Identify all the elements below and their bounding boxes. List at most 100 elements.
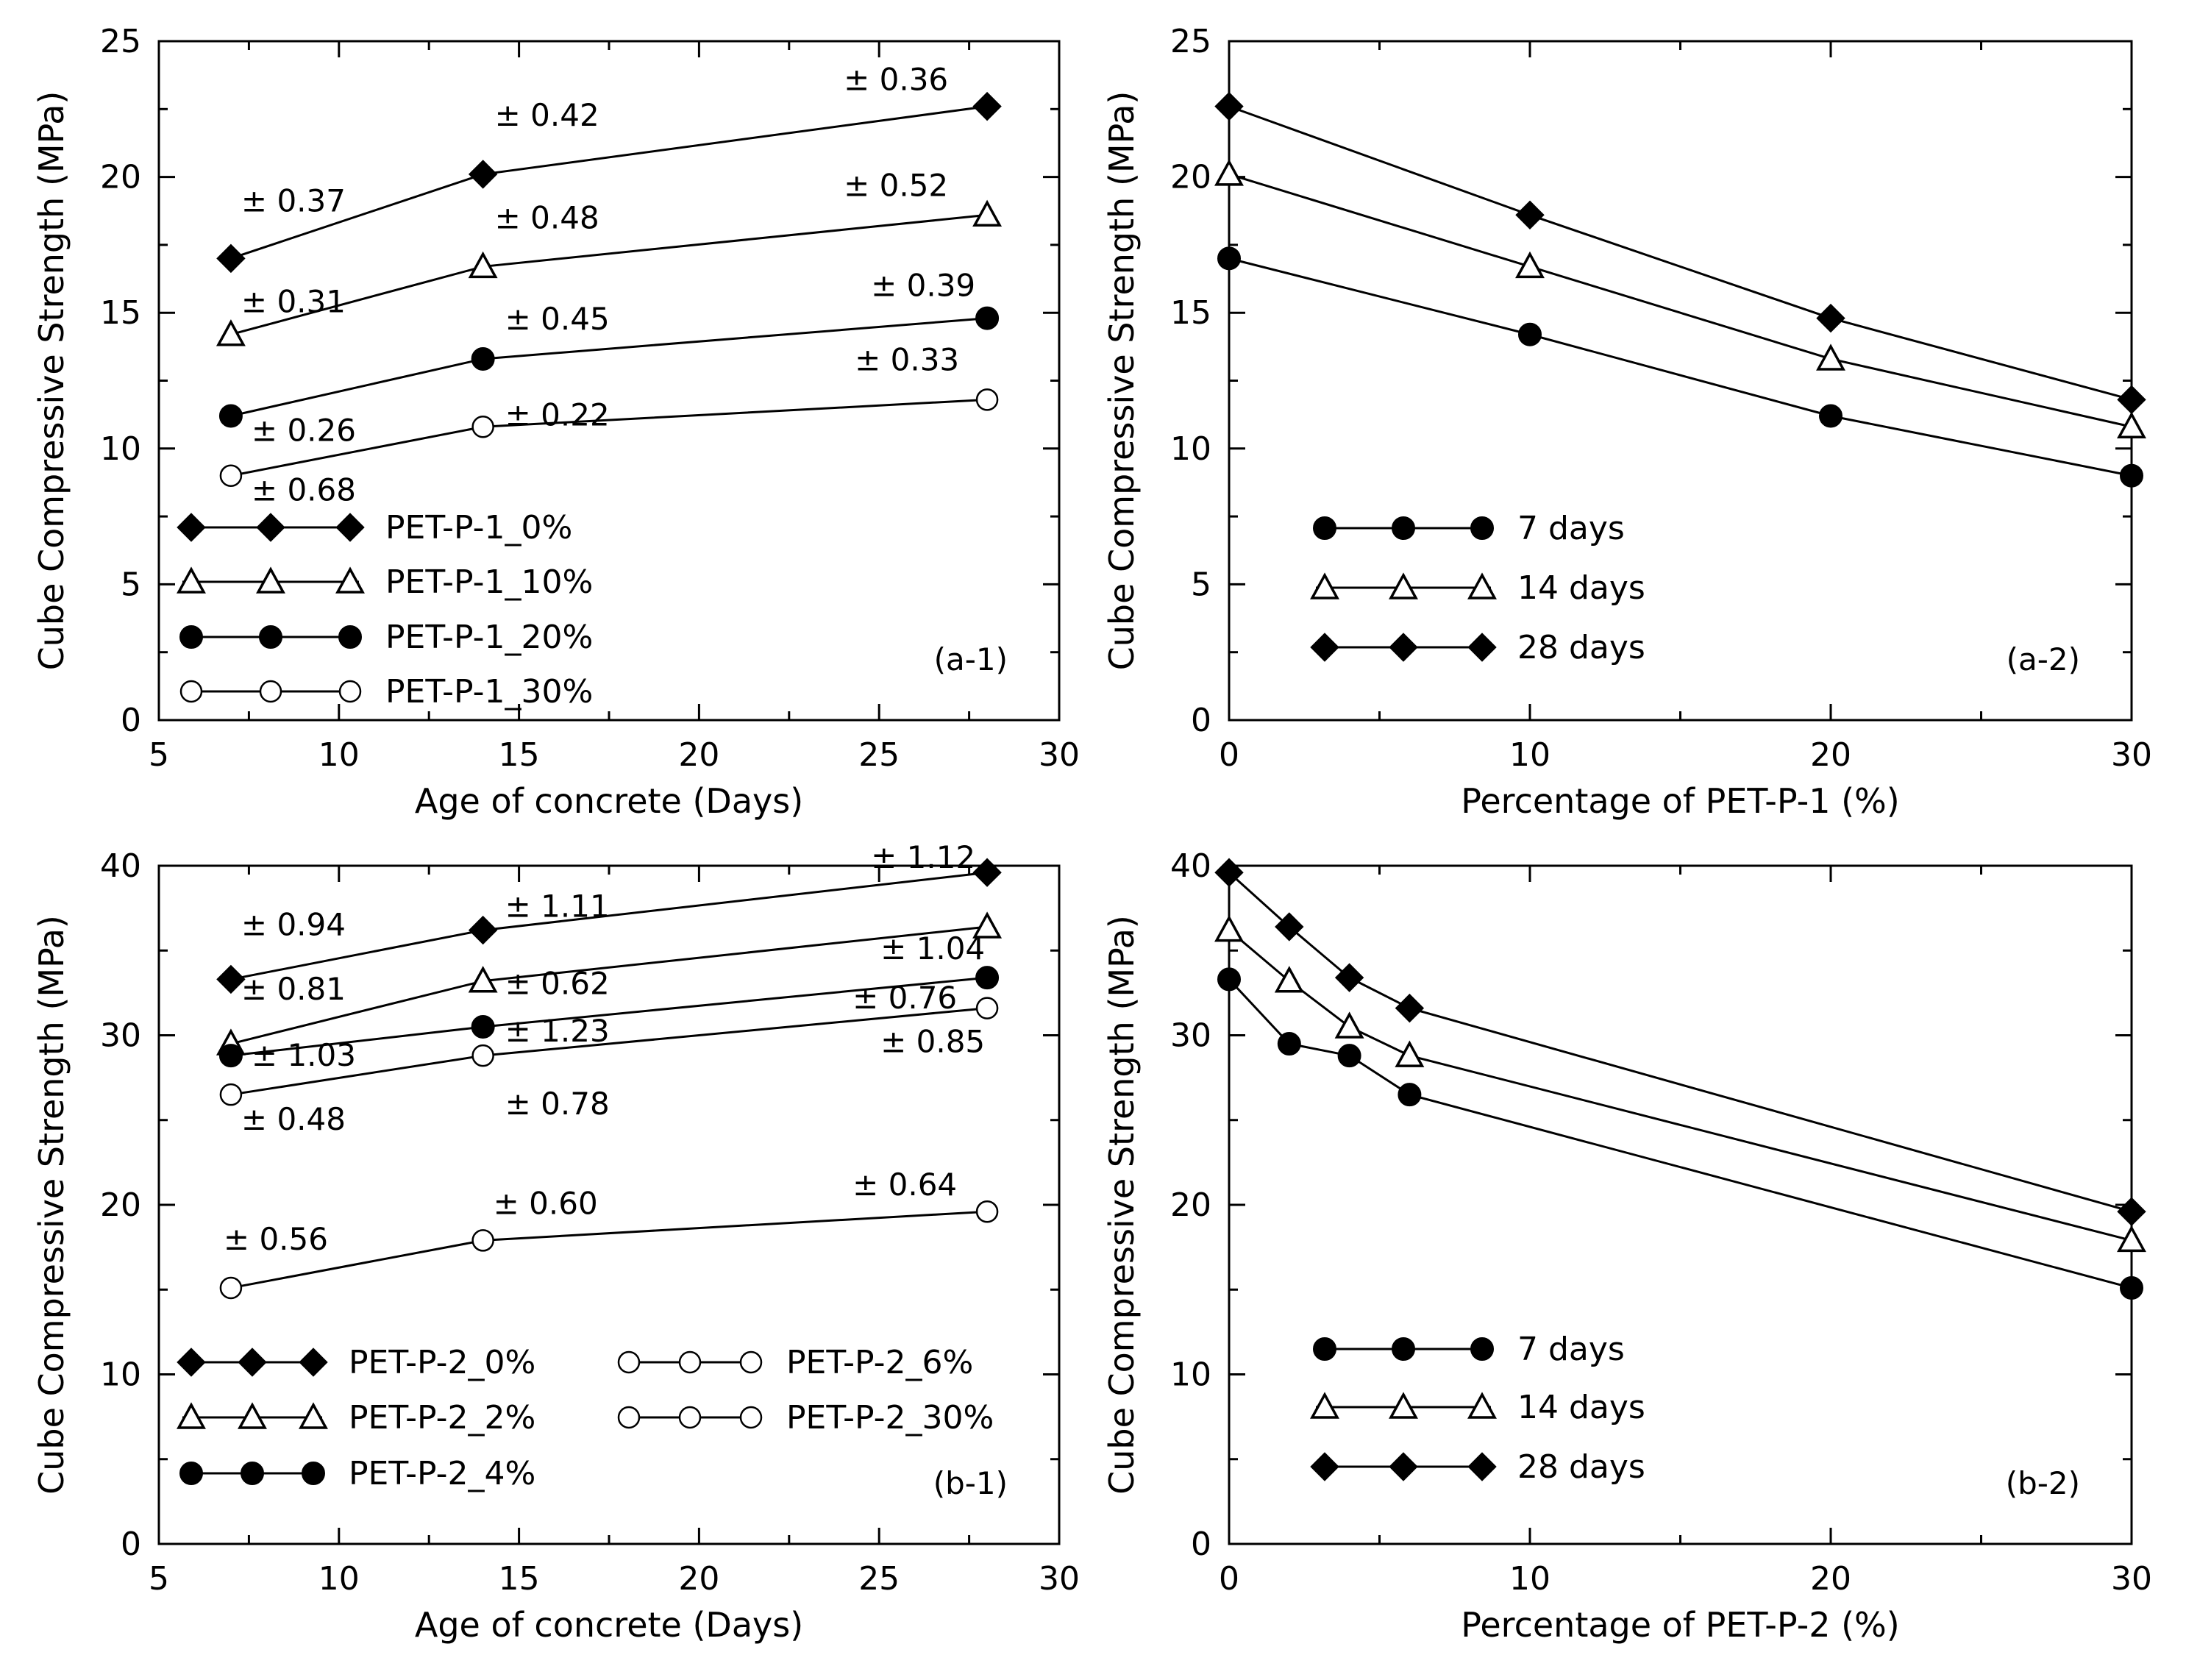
legend-marker xyxy=(299,1348,328,1377)
legend-marker xyxy=(259,680,282,703)
data-point xyxy=(972,199,1003,227)
series-line xyxy=(1228,173,2132,428)
y-tick-label: 15 xyxy=(100,294,141,332)
data-point xyxy=(471,416,494,438)
legend-marker xyxy=(1310,1452,1339,1481)
error-label: ± 1.11 xyxy=(505,889,610,925)
legend-label: PET-P-2_4% xyxy=(349,1455,535,1492)
legend-marker xyxy=(1467,1392,1497,1419)
legend-marker xyxy=(1389,572,1418,599)
legend-marker xyxy=(1310,633,1339,662)
error-label: ± 0.76 xyxy=(852,980,957,1016)
panel-label: (a-2) xyxy=(2007,641,2080,677)
x-tick-label: 25 xyxy=(858,736,900,774)
legend-marker xyxy=(1467,572,1497,599)
error-label: ± 1.04 xyxy=(880,930,985,967)
data-point xyxy=(2120,463,2143,488)
x-tick-label: 20 xyxy=(678,1560,719,1598)
data-point xyxy=(975,1200,999,1223)
legend-label: PET-P-2_0% xyxy=(349,1344,535,1381)
legend-marker xyxy=(1310,1392,1339,1419)
data-point xyxy=(471,1014,495,1039)
error-label: ± 0.31 xyxy=(241,284,346,320)
data-point xyxy=(1816,303,1845,333)
legend-marker xyxy=(335,513,365,542)
data-point xyxy=(1515,251,1545,279)
y-tick-label: 10 xyxy=(1170,1356,1211,1394)
data-point xyxy=(1518,322,1542,346)
x-tick-label: 20 xyxy=(1810,1560,1851,1598)
data-point xyxy=(1217,967,1241,992)
legend-label: PET-P-1_20% xyxy=(385,619,593,656)
data-point xyxy=(468,915,498,945)
data-point xyxy=(1277,1032,1301,1056)
error-label: ± 0.62 xyxy=(505,966,610,1002)
x-axis-label: Age of concrete (Days) xyxy=(415,781,803,821)
series-line xyxy=(1228,257,2132,477)
error-label: ± 0.64 xyxy=(852,1167,957,1203)
legend-label: 7 days xyxy=(1517,510,1625,547)
y-tick-label: 20 xyxy=(100,1186,141,1224)
data-point xyxy=(219,464,243,487)
data-point xyxy=(1217,246,1241,271)
y-tick-label: 30 xyxy=(100,1017,141,1055)
error-label: ± 0.26 xyxy=(252,412,356,448)
series-line xyxy=(1228,872,2132,1213)
x-axis-label: Age of concrete (Days) xyxy=(415,1605,803,1645)
panel-label: (b-1) xyxy=(933,1465,1008,1501)
legend-marker xyxy=(335,566,365,594)
data-point xyxy=(2120,1275,2143,1300)
series-line xyxy=(1228,978,2132,1289)
legend-marker xyxy=(179,680,203,703)
chart-panel-b-2: 0 10 20 30 40 0 10 20 30 Percentage of PET-P-2 (%… xyxy=(1102,847,2152,1645)
y-tick-label: 30 xyxy=(1170,1017,1211,1055)
y-tick-label: 25 xyxy=(100,23,141,60)
legend-label: PET-P-1_10% xyxy=(385,563,593,601)
x-tick-label: 15 xyxy=(499,1560,540,1598)
data-point xyxy=(975,306,1000,330)
series-line xyxy=(230,1210,988,1289)
chart-panel-a-2: 0 5 10 15 20 25 0 10 20 30 Percentage of PET-P-1 (… xyxy=(1102,23,2152,821)
x-tick-label: 10 xyxy=(318,736,360,774)
error-label: ± 0.56 xyxy=(224,1221,328,1257)
data-point xyxy=(218,1044,243,1068)
data-point xyxy=(2117,385,2146,415)
legend-marker xyxy=(678,1350,702,1374)
x-tick-label: 5 xyxy=(149,736,169,774)
legend-marker xyxy=(302,1462,325,1485)
error-label: ± 0.85 xyxy=(880,1024,985,1060)
legend-marker xyxy=(1392,516,1415,540)
series-line xyxy=(1228,105,2132,401)
legend-marker xyxy=(238,1348,267,1377)
error-label: ± 0.52 xyxy=(844,167,948,203)
data-point xyxy=(1337,1044,1361,1068)
legend-marker xyxy=(1313,1337,1336,1361)
legend-marker xyxy=(1470,1337,1494,1361)
data-point xyxy=(2117,1197,2146,1226)
y-tick-label: 10 xyxy=(100,430,141,468)
legend-label: PET-P-1_0% xyxy=(385,509,572,547)
y-tick-label: 20 xyxy=(1170,1186,1211,1224)
data-point xyxy=(975,388,999,411)
panel-label: (a-1) xyxy=(934,641,1008,677)
data-point xyxy=(216,243,246,274)
data-point xyxy=(1214,91,1244,121)
error-label: ± 0.42 xyxy=(495,97,599,133)
error-label: ± 0.81 xyxy=(241,971,346,1007)
x-tick-label: 10 xyxy=(318,1560,360,1598)
legend-marker xyxy=(739,1406,763,1429)
legend-marker xyxy=(1310,572,1339,599)
x-axis-label: Percentage of PET-P-2 (%) xyxy=(1461,1605,1899,1645)
legend-marker xyxy=(1313,516,1336,540)
data-point xyxy=(972,858,1002,887)
error-label: ± 0.37 xyxy=(241,182,346,218)
x-tick-label: 0 xyxy=(1219,736,1239,774)
x-tick-label: 30 xyxy=(2111,736,2152,774)
data-point xyxy=(219,1276,243,1300)
legend-label: 14 days xyxy=(1517,1389,1645,1426)
y-tick-label: 20 xyxy=(100,159,141,196)
legend-marker xyxy=(256,566,285,594)
y-tick-label: 15 xyxy=(1170,294,1211,332)
legend-marker xyxy=(1392,1337,1415,1361)
plot-frame xyxy=(157,40,1061,722)
